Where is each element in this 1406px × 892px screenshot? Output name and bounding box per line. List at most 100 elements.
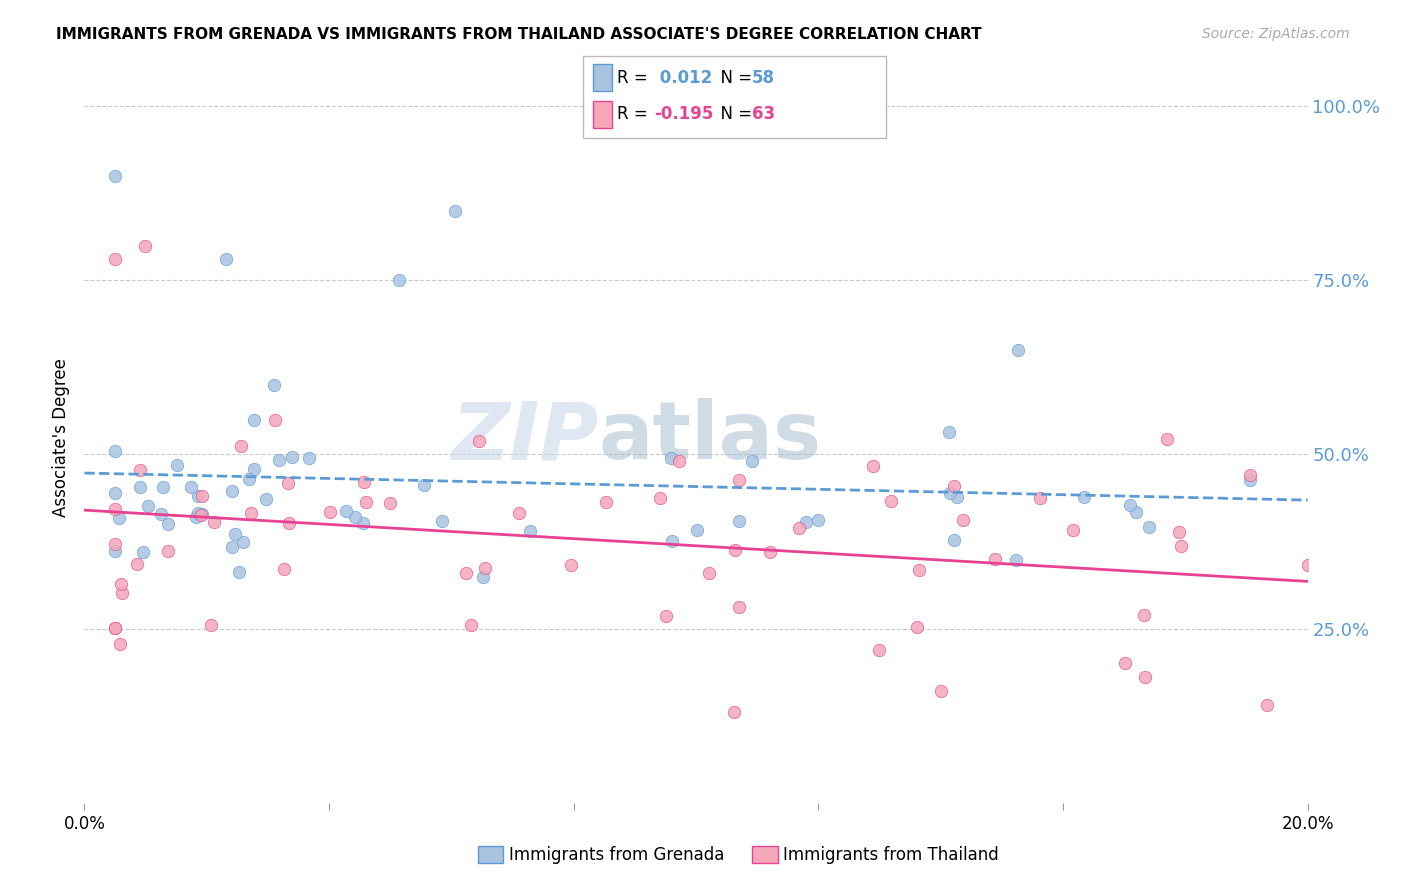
Point [1028, 491, 1050, 505]
Point [413, 477, 436, 491]
Point [104, 444, 127, 458]
Point [104, 544, 127, 558]
Point [243, 412, 266, 426]
Point [104, 622, 127, 636]
Point [1062, 523, 1084, 537]
Point [1133, 608, 1156, 623]
Y-axis label: Associate's Degree: Associate's Degree [52, 358, 70, 516]
Point [224, 526, 246, 541]
Point [1239, 467, 1261, 482]
Point [352, 516, 374, 530]
Point [104, 485, 127, 500]
Point [238, 472, 260, 486]
Point [157, 544, 180, 558]
Point [335, 503, 357, 517]
Point [104, 252, 127, 267]
Text: Immigrants from Thailand: Immigrants from Thailand [783, 846, 998, 863]
Point [108, 510, 131, 524]
Point [655, 608, 678, 623]
Point [1004, 553, 1026, 567]
Point [104, 501, 127, 516]
Point [759, 545, 782, 559]
Point [728, 473, 751, 487]
Point [200, 618, 222, 632]
Point [432, 514, 454, 528]
Text: ZIP: ZIP [451, 398, 598, 476]
Point [166, 458, 188, 472]
Point [263, 412, 285, 426]
Text: atlas: atlas [598, 398, 821, 476]
Point [508, 506, 530, 520]
Point [273, 562, 295, 576]
Point [277, 476, 299, 491]
Text: N =: N = [710, 69, 758, 87]
Point [104, 621, 127, 635]
Point [929, 684, 952, 698]
Point [156, 516, 179, 531]
Point [277, 516, 299, 530]
Point [267, 453, 290, 467]
Point [186, 506, 208, 520]
Text: 63: 63 [752, 105, 775, 123]
Point [184, 510, 207, 524]
Point [190, 507, 212, 521]
Point [125, 557, 148, 571]
Text: -0.195: -0.195 [654, 105, 713, 123]
Point [560, 558, 582, 573]
Point [1119, 498, 1142, 512]
Point [1156, 432, 1178, 446]
Text: R =: R = [617, 105, 654, 123]
Point [460, 618, 482, 632]
Text: Source: ZipAtlas.com: Source: ZipAtlas.com [1202, 27, 1350, 41]
Point [787, 521, 810, 535]
Point [1073, 490, 1095, 504]
Point [388, 273, 411, 287]
Point [1296, 558, 1319, 573]
Point [943, 533, 966, 548]
Point [880, 493, 903, 508]
Point [232, 535, 254, 549]
Point [134, 238, 156, 252]
Point [1125, 505, 1147, 519]
Point [380, 496, 402, 510]
Point [661, 534, 683, 549]
Point [1239, 473, 1261, 487]
Point [868, 642, 890, 657]
Text: R =: R = [617, 69, 654, 87]
Point [474, 561, 496, 575]
Point [132, 545, 155, 559]
Point [519, 524, 541, 538]
Point [984, 552, 1007, 566]
Point [1256, 698, 1278, 713]
Point [443, 203, 465, 218]
Point [149, 507, 172, 521]
Point [221, 540, 243, 554]
Point [728, 514, 751, 528]
Point [943, 479, 966, 493]
Point [104, 536, 127, 550]
Point [668, 454, 690, 468]
Point [1114, 657, 1136, 671]
Point [650, 491, 672, 506]
Point [938, 425, 960, 439]
Point [1007, 343, 1029, 357]
Point [202, 515, 225, 529]
Point [454, 566, 477, 580]
Point [128, 463, 150, 477]
Text: Immigrants from Grenada: Immigrants from Grenada [509, 846, 724, 863]
Point [724, 543, 747, 558]
Point [794, 515, 817, 529]
Point [319, 505, 342, 519]
Point [243, 461, 266, 475]
Point [595, 495, 617, 509]
Point [190, 489, 212, 503]
Point [228, 565, 250, 579]
Point [240, 506, 263, 520]
Point [659, 450, 682, 465]
Point [741, 453, 763, 467]
Point [807, 513, 830, 527]
Point [254, 491, 277, 506]
Point [905, 620, 928, 634]
Point [952, 513, 974, 527]
Text: IMMIGRANTS FROM GRENADA VS IMMIGRANTS FROM THAILAND ASSOCIATE'S DEGREE CORRELATI: IMMIGRANTS FROM GRENADA VS IMMIGRANTS FR… [56, 27, 981, 42]
